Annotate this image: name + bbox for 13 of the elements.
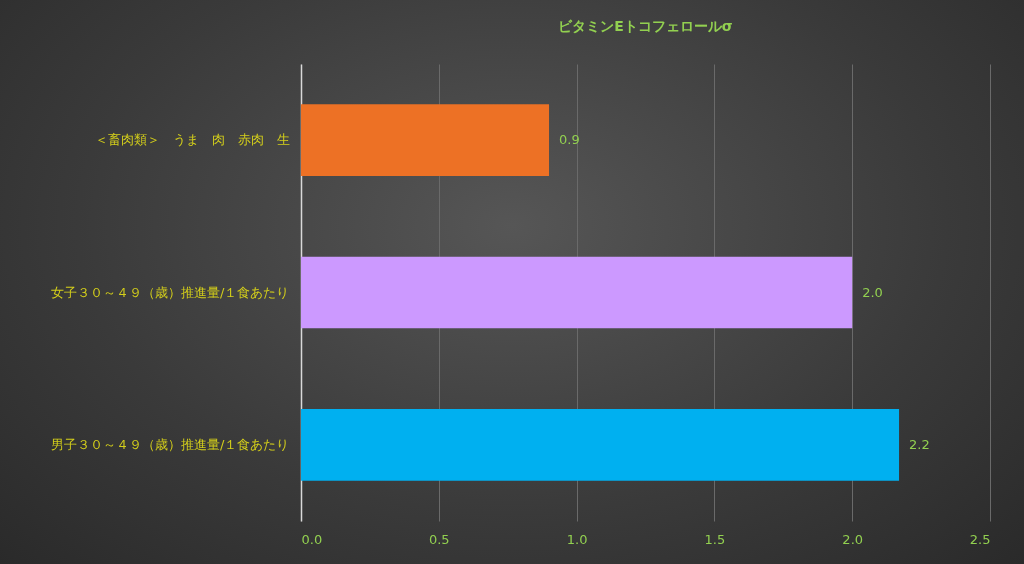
- x-tick-label: 0.0: [301, 531, 323, 547]
- x-tick-label: 2.5: [969, 531, 991, 547]
- data-label: 2.2: [909, 436, 930, 452]
- y-tick-label: 女子３０～４９（歳）推進量/１食あたり: [51, 284, 290, 300]
- x-tick-label: 2.0: [842, 531, 864, 547]
- data-label: 0.9: [559, 132, 580, 148]
- y-tick-label: 男子３０～４９（歳）推進量/１食あたり: [51, 436, 290, 452]
- data-label: 2.0: [862, 284, 883, 300]
- x-tick-label: 1.5: [704, 531, 726, 547]
- x-tick-label: 0.5: [428, 531, 450, 547]
- x-tick-label: 1.0: [566, 531, 588, 547]
- chart-title: ビタミンEトコフェロールσ: [558, 18, 733, 34]
- y-tick-label: ＜畜肉類＞ うま 肉 赤肉 生: [94, 132, 290, 148]
